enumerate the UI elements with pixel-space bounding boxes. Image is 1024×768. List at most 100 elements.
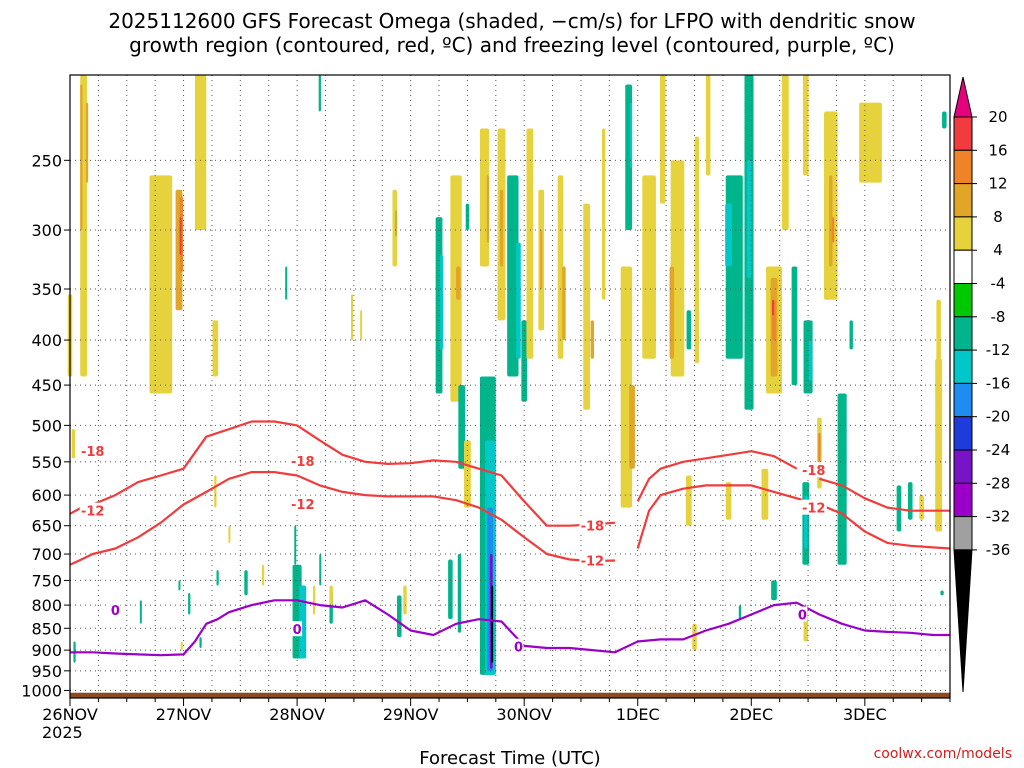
omega-cell bbox=[439, 254, 444, 350]
contour-label-bg bbox=[513, 638, 524, 654]
omega-cell bbox=[71, 429, 76, 459]
contour-label: 0 bbox=[293, 623, 302, 638]
omega-cell bbox=[725, 203, 732, 267]
contour-label: -18 bbox=[291, 455, 315, 470]
omega-cell bbox=[761, 468, 769, 520]
colorbar-swatch bbox=[953, 149, 973, 185]
colorbar-label: -4 bbox=[991, 275, 1006, 293]
omega-cell bbox=[228, 525, 231, 543]
omega-cell bbox=[771, 580, 777, 601]
omega-cell bbox=[583, 203, 591, 410]
omega-cell bbox=[516, 242, 521, 359]
omega-cell bbox=[392, 189, 398, 267]
omega-cell bbox=[261, 564, 265, 586]
contour-label: 0 bbox=[514, 641, 523, 656]
y-tick-label: 450 bbox=[31, 376, 62, 395]
colorbar-label: -24 bbox=[986, 441, 1011, 459]
chart-title-line2: growth region (contoured, red, ºC) and f… bbox=[129, 33, 895, 57]
omega-cell bbox=[936, 299, 941, 426]
colorbar-swatch bbox=[953, 416, 973, 451]
x-tick-label: 30NOV bbox=[496, 705, 552, 724]
omega-cell bbox=[942, 111, 947, 129]
omega-cell bbox=[80, 84, 83, 231]
colorbar-label: -36 bbox=[986, 541, 1011, 559]
omega-cell bbox=[837, 393, 847, 565]
y-tick-label: 250 bbox=[31, 151, 62, 170]
colorbar-swatch bbox=[953, 216, 973, 251]
omega-cell bbox=[360, 310, 363, 341]
omega-cell bbox=[299, 585, 307, 659]
contour-labels: -18 -18 -18 -18 -12 -12 -12 -12 0 0 0 0 bbox=[79, 443, 827, 656]
contour-label-bg bbox=[797, 606, 808, 622]
omega-cell bbox=[590, 320, 595, 359]
colorbar-swatch bbox=[953, 516, 973, 551]
x-year-label: 2025 bbox=[42, 723, 83, 742]
colorbar-label: 12 bbox=[988, 175, 1007, 193]
y-tick-label: 550 bbox=[31, 453, 62, 472]
omega-cell bbox=[832, 217, 835, 243]
omega-cell bbox=[397, 595, 402, 638]
contour-freezing-level bbox=[70, 599, 950, 657]
contour-dgz-minus18 bbox=[636, 450, 798, 502]
colorbar-swatch bbox=[953, 382, 973, 418]
colorbar-swatch bbox=[953, 349, 973, 384]
contour-label-bg bbox=[800, 462, 827, 478]
contour-label: -18 bbox=[81, 445, 105, 460]
ground-layer bbox=[70, 692, 950, 698]
omega-cell bbox=[244, 570, 248, 596]
colorbar-swatch bbox=[953, 449, 973, 484]
contour-label: 0 bbox=[798, 609, 807, 624]
contour-label-bg bbox=[289, 495, 316, 511]
x-tick-label: 3DEC bbox=[843, 705, 887, 724]
contour-label-bg bbox=[289, 453, 316, 469]
omega-cell bbox=[738, 605, 742, 620]
colorbar-swatch bbox=[953, 249, 973, 284]
omega-cell bbox=[194, 75, 207, 231]
omega-cell bbox=[521, 320, 528, 402]
omega-cell bbox=[395, 210, 398, 237]
y-tick-label: 800 bbox=[31, 596, 62, 615]
omega-cell bbox=[465, 203, 470, 231]
contour-dgz-minus18 bbox=[69, 420, 616, 527]
colorbar-swatch bbox=[953, 183, 973, 218]
omega-cell bbox=[692, 623, 697, 651]
omega-cell bbox=[318, 75, 321, 112]
omega-cell bbox=[199, 637, 202, 649]
colorbar-swatch bbox=[953, 482, 973, 518]
omega-cell bbox=[319, 554, 322, 586]
omega-cell bbox=[479, 128, 489, 267]
y-axis: 250 300 350 400 450 500 550 600 650 700 750 800 850 9… bbox=[21, 151, 70, 700]
colorbar-swatch bbox=[953, 316, 973, 351]
omega-cell bbox=[919, 495, 924, 520]
omega-cell bbox=[214, 475, 217, 508]
y-tick-label: 350 bbox=[31, 280, 62, 299]
colorbar-label: -28 bbox=[986, 474, 1011, 492]
contour-label: -18 bbox=[581, 520, 605, 535]
omega-cell bbox=[456, 266, 461, 300]
contour-label-bg bbox=[800, 499, 827, 515]
omega-cell bbox=[216, 570, 219, 586]
omega-cell bbox=[85, 102, 89, 183]
colorbar-label: 4 bbox=[993, 241, 1003, 259]
omega-cell bbox=[139, 600, 142, 624]
colorbar: 20 16 12 8 4 -4 -8 -12 -16 -20 -24 -28 -32 -36 bbox=[953, 76, 1011, 693]
x-axis-label: Forecast Time (UTC) bbox=[419, 748, 600, 768]
y-tick-label: 400 bbox=[31, 331, 62, 350]
y-tick-label: 850 bbox=[31, 619, 62, 638]
contour-label-bg bbox=[292, 621, 303, 637]
colorbar-label: 8 bbox=[993, 208, 1003, 226]
omega-shading bbox=[67, 75, 947, 675]
omega-cell bbox=[329, 585, 333, 606]
omega-cell bbox=[458, 385, 466, 469]
omega-cell bbox=[149, 175, 173, 394]
omega-cell bbox=[601, 128, 606, 300]
y-tick-label: 600 bbox=[31, 486, 62, 505]
y-tick-label: 500 bbox=[31, 416, 62, 435]
contour-label-bg bbox=[579, 517, 606, 533]
omega-cell bbox=[464, 440, 471, 508]
colorbar-swatch bbox=[953, 116, 973, 151]
omega-cell bbox=[486, 175, 489, 243]
omega-cell bbox=[562, 266, 566, 341]
contour-lines bbox=[69, 420, 951, 657]
y-tick-label: 750 bbox=[31, 571, 62, 590]
